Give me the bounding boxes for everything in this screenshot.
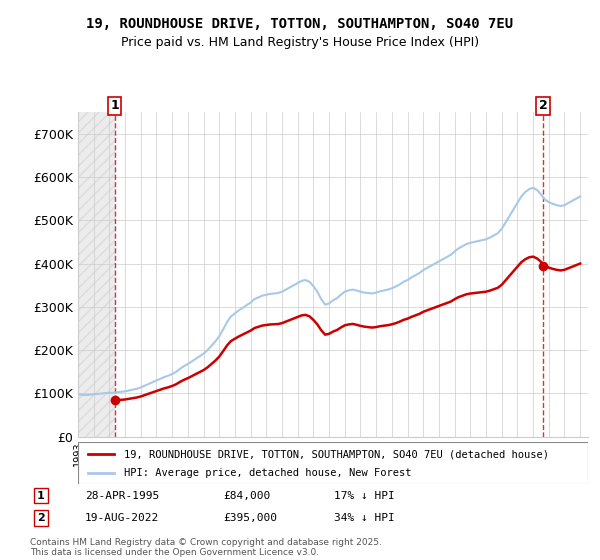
Text: 19, ROUNDHOUSE DRIVE, TOTTON, SOUTHAMPTON, SO40 7EU (detached house): 19, ROUNDHOUSE DRIVE, TOTTON, SOUTHAMPTO… [124, 449, 549, 459]
Text: Contains HM Land Registry data © Crown copyright and database right 2025.
This d: Contains HM Land Registry data © Crown c… [30, 538, 382, 557]
FancyBboxPatch shape [78, 442, 588, 484]
Text: 2: 2 [37, 513, 45, 523]
Text: 34% ↓ HPI: 34% ↓ HPI [334, 513, 394, 523]
Text: Price paid vs. HM Land Registry's House Price Index (HPI): Price paid vs. HM Land Registry's House … [121, 36, 479, 49]
Text: 1: 1 [110, 99, 119, 112]
Text: 19, ROUNDHOUSE DRIVE, TOTTON, SOUTHAMPTON, SO40 7EU: 19, ROUNDHOUSE DRIVE, TOTTON, SOUTHAMPTO… [86, 17, 514, 31]
Text: 19-AUG-2022: 19-AUG-2022 [85, 513, 160, 523]
Text: 1: 1 [37, 491, 45, 501]
Text: 2: 2 [539, 99, 547, 112]
Text: 28-APR-1995: 28-APR-1995 [85, 491, 160, 501]
Bar [78, 112, 115, 437]
Text: £84,000: £84,000 [223, 491, 271, 501]
Text: HPI: Average price, detached house, New Forest: HPI: Average price, detached house, New … [124, 468, 412, 478]
Text: 17% ↓ HPI: 17% ↓ HPI [334, 491, 394, 501]
Text: £395,000: £395,000 [223, 513, 277, 523]
